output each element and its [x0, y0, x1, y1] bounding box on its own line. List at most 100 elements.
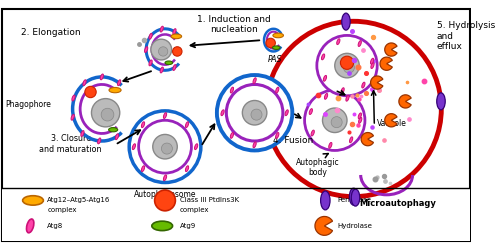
Ellipse shape	[322, 54, 324, 60]
Ellipse shape	[346, 95, 349, 101]
Text: 5. Hydrolysis
and
efflux: 5. Hydrolysis and efflux	[436, 21, 495, 51]
Ellipse shape	[116, 134, 118, 140]
Ellipse shape	[358, 41, 362, 46]
Ellipse shape	[324, 76, 326, 81]
Ellipse shape	[142, 122, 144, 128]
Ellipse shape	[160, 26, 164, 32]
Ellipse shape	[164, 175, 166, 181]
Circle shape	[92, 98, 120, 127]
Ellipse shape	[230, 87, 234, 93]
Ellipse shape	[22, 196, 44, 205]
Ellipse shape	[350, 188, 358, 205]
Ellipse shape	[171, 34, 181, 39]
Ellipse shape	[352, 189, 360, 206]
Circle shape	[344, 62, 354, 73]
Text: complex: complex	[180, 207, 210, 213]
Ellipse shape	[142, 166, 144, 172]
Ellipse shape	[149, 33, 152, 39]
Ellipse shape	[276, 132, 279, 138]
Circle shape	[217, 75, 292, 150]
Ellipse shape	[342, 13, 350, 30]
Circle shape	[304, 90, 365, 150]
Text: Hydrolase: Hydrolase	[338, 223, 372, 229]
Ellipse shape	[118, 80, 121, 86]
Circle shape	[340, 56, 353, 69]
Circle shape	[172, 47, 182, 56]
Circle shape	[85, 86, 96, 98]
Ellipse shape	[221, 110, 224, 116]
Text: Autophagic
body: Autophagic body	[296, 158, 340, 178]
Circle shape	[317, 36, 377, 96]
Text: Class III PtdIns3K: Class III PtdIns3K	[180, 198, 239, 203]
Circle shape	[242, 100, 267, 125]
Circle shape	[151, 39, 172, 60]
Circle shape	[266, 38, 276, 48]
Text: Permease: Permease	[338, 198, 372, 203]
Circle shape	[153, 134, 178, 159]
Circle shape	[138, 120, 192, 173]
Wedge shape	[370, 76, 383, 89]
Wedge shape	[384, 114, 397, 127]
Circle shape	[335, 53, 359, 78]
Ellipse shape	[72, 95, 75, 101]
Ellipse shape	[83, 80, 86, 86]
Ellipse shape	[341, 88, 344, 94]
Ellipse shape	[152, 221, 172, 230]
Circle shape	[266, 21, 442, 197]
Ellipse shape	[173, 64, 176, 70]
Ellipse shape	[160, 67, 164, 73]
Wedge shape	[315, 216, 332, 235]
Ellipse shape	[370, 58, 374, 64]
Ellipse shape	[253, 142, 256, 148]
Ellipse shape	[164, 113, 166, 118]
Ellipse shape	[362, 82, 365, 88]
Ellipse shape	[144, 47, 148, 52]
Circle shape	[162, 143, 172, 154]
Ellipse shape	[273, 33, 283, 38]
Text: 4. Fusion: 4. Fusion	[274, 136, 314, 145]
Circle shape	[251, 109, 262, 120]
Ellipse shape	[358, 117, 362, 123]
Text: Microautophagy: Microautophagy	[360, 198, 436, 207]
Text: Autophagosome: Autophagosome	[134, 190, 196, 199]
Ellipse shape	[71, 114, 74, 120]
Ellipse shape	[350, 137, 352, 143]
Ellipse shape	[272, 46, 280, 50]
Text: Atg8: Atg8	[47, 223, 64, 229]
Ellipse shape	[328, 142, 332, 148]
Text: 3. Closure
and maturation: 3. Closure and maturation	[40, 134, 102, 154]
Text: Atg9: Atg9	[180, 223, 196, 229]
Ellipse shape	[311, 130, 314, 136]
Circle shape	[101, 108, 114, 121]
Ellipse shape	[109, 88, 121, 93]
Ellipse shape	[26, 219, 34, 233]
Ellipse shape	[194, 144, 198, 150]
Text: PAS: PAS	[268, 55, 282, 64]
Text: Atg12–Atg5-Atg16: Atg12–Atg5-Atg16	[47, 198, 110, 203]
Text: Vacuole: Vacuole	[377, 118, 407, 128]
Ellipse shape	[132, 144, 136, 150]
Ellipse shape	[285, 110, 288, 116]
Ellipse shape	[371, 63, 374, 68]
Wedge shape	[380, 57, 392, 70]
Ellipse shape	[173, 29, 176, 34]
Wedge shape	[384, 43, 397, 56]
Ellipse shape	[186, 166, 188, 172]
Ellipse shape	[186, 122, 188, 128]
Circle shape	[322, 108, 347, 132]
Text: complex: complex	[47, 207, 76, 213]
Text: Phagophore: Phagophore	[6, 100, 52, 109]
Wedge shape	[399, 95, 411, 108]
Circle shape	[331, 117, 342, 128]
Ellipse shape	[149, 60, 152, 66]
Circle shape	[154, 190, 176, 211]
Text: 2. Elongation: 2. Elongation	[20, 28, 80, 37]
Ellipse shape	[309, 109, 312, 114]
Ellipse shape	[276, 87, 279, 93]
Ellipse shape	[358, 113, 362, 119]
Wedge shape	[361, 132, 374, 146]
Ellipse shape	[81, 130, 84, 136]
Ellipse shape	[230, 132, 234, 138]
Ellipse shape	[108, 128, 118, 132]
Ellipse shape	[436, 93, 445, 110]
